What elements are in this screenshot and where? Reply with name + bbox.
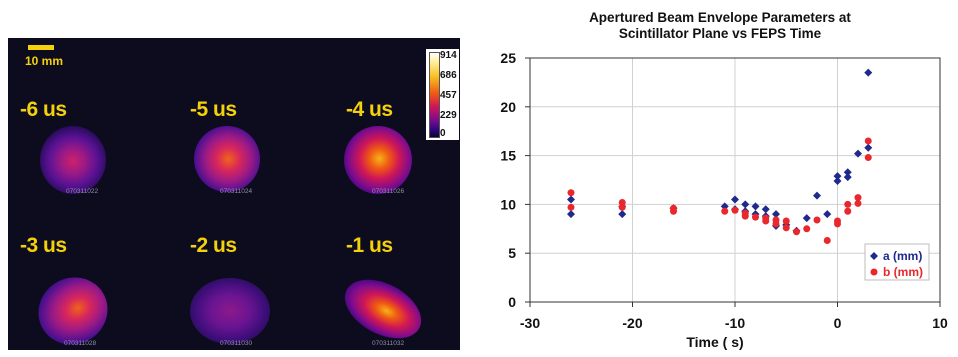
data-point-b [670, 207, 677, 215]
beam-spot [40, 126, 106, 194]
data-point-a [567, 195, 575, 204]
legend: a (mm) b (mm) [864, 243, 930, 281]
data-point-b [772, 220, 780, 228]
frame-time-label: -4 us [346, 98, 393, 121]
data-point-b [752, 213, 759, 221]
data-point-b [864, 137, 872, 145]
data-point-a [823, 210, 832, 219]
x-tick-label: -30 [520, 315, 540, 331]
data-point-a [731, 195, 739, 204]
data-point-b [844, 200, 852, 208]
shot-id: 070311028 [64, 340, 97, 347]
data-point-b [823, 237, 831, 245]
data-point-b [762, 217, 770, 225]
data-point-b [567, 189, 575, 197]
data-point-a [567, 210, 575, 219]
data-point-b [793, 228, 800, 236]
data-point-b [834, 217, 841, 225]
frame-time-label: -5 us [190, 98, 237, 121]
y-tick-label: 5 [508, 245, 516, 261]
y-tick-label: 10 [500, 196, 516, 212]
beam-spot [190, 278, 270, 344]
data-point-b [813, 216, 821, 224]
data-points [567, 68, 873, 245]
shot-id: 070311032 [372, 340, 405, 347]
axes [525, 57, 941, 307]
data-point-a [864, 143, 873, 152]
data-point-a [854, 149, 862, 158]
data-point-a [761, 205, 770, 214]
shot-id: 070311024 [220, 188, 253, 195]
data-point-b [731, 206, 739, 214]
frame-time-label: -3 us [20, 234, 67, 257]
x-tick-label: 10 [932, 315, 948, 331]
chart-title-line-2: Scintillator Plane vs FEPS Time [619, 26, 822, 41]
data-point-a [833, 176, 842, 185]
scale-label: 10 mm [25, 54, 64, 68]
frame-time-label: -1 us [346, 234, 393, 257]
data-point-a [720, 202, 729, 211]
data-point-b [854, 199, 862, 207]
data-point-a [843, 173, 852, 182]
legend-marker-a [870, 252, 878, 260]
data-point-a [741, 200, 750, 209]
beam-spot [335, 267, 431, 351]
data-point-a [618, 210, 627, 219]
data-point-b [721, 207, 729, 215]
data-point-b [567, 203, 575, 211]
data-point-b [864, 154, 872, 162]
frame-time-label: -2 us [190, 234, 237, 257]
colorbar-tick: 229 [440, 110, 457, 121]
shot-id: 070311022 [66, 188, 99, 195]
data-point-b [782, 217, 790, 225]
data-point-a [843, 168, 852, 177]
y-tick-label: 25 [500, 50, 516, 66]
data-point-b [741, 209, 749, 217]
data-point-b [618, 203, 626, 211]
legend-label: b (mm) [883, 265, 923, 279]
plot-frame [529, 57, 941, 303]
data-point-a [802, 214, 811, 223]
y-tick-label: 0 [508, 294, 516, 310]
shot-id: 070311030 [220, 340, 253, 347]
beam-image-panel: 10 mm 914 686 457 229 0 -6 us 070311022 … [8, 38, 460, 357]
scale-bar [28, 45, 54, 50]
y-tick-label: 20 [500, 99, 516, 115]
data-point-b [782, 224, 790, 232]
data-point-b [803, 225, 811, 233]
frame-time-label: -6 us [20, 98, 67, 121]
tick-labels: -30 -20 -10 0 10 0 5 10 15 20 25 [500, 50, 948, 331]
beam-spot [344, 126, 412, 194]
beam-spot [194, 126, 260, 192]
x-tick-label: 0 [834, 315, 842, 331]
colorbar-tick: 457 [440, 90, 457, 101]
data-point-b [854, 194, 862, 202]
chart-title-line-1: Apertured Beam Envelope Parameters at [589, 10, 851, 25]
legend-marker-b [870, 268, 878, 276]
x-tick-label: -20 [622, 315, 642, 331]
shot-id: 070311026 [372, 188, 405, 195]
y-tick-label: 15 [500, 148, 516, 164]
colorbar [429, 52, 440, 138]
data-point-a [772, 210, 780, 219]
scatter-chart: Apertured Beam Envelope Parameters at Sc… [500, 10, 948, 350]
colorbar-tick: 914 [440, 50, 457, 61]
colorbar-tick: 686 [440, 70, 457, 81]
data-point-a [751, 202, 760, 211]
x-axis-label: Time ( s) [686, 334, 743, 350]
x-tick-label: -10 [725, 315, 745, 331]
data-point-b [618, 198, 626, 206]
data-point-b [844, 207, 852, 215]
data-point-a [864, 68, 873, 77]
data-point-a [813, 191, 821, 200]
colorbar-tick: 0 [440, 128, 446, 139]
legend-label: a (mm) [883, 249, 922, 263]
data-point-a [833, 172, 842, 181]
